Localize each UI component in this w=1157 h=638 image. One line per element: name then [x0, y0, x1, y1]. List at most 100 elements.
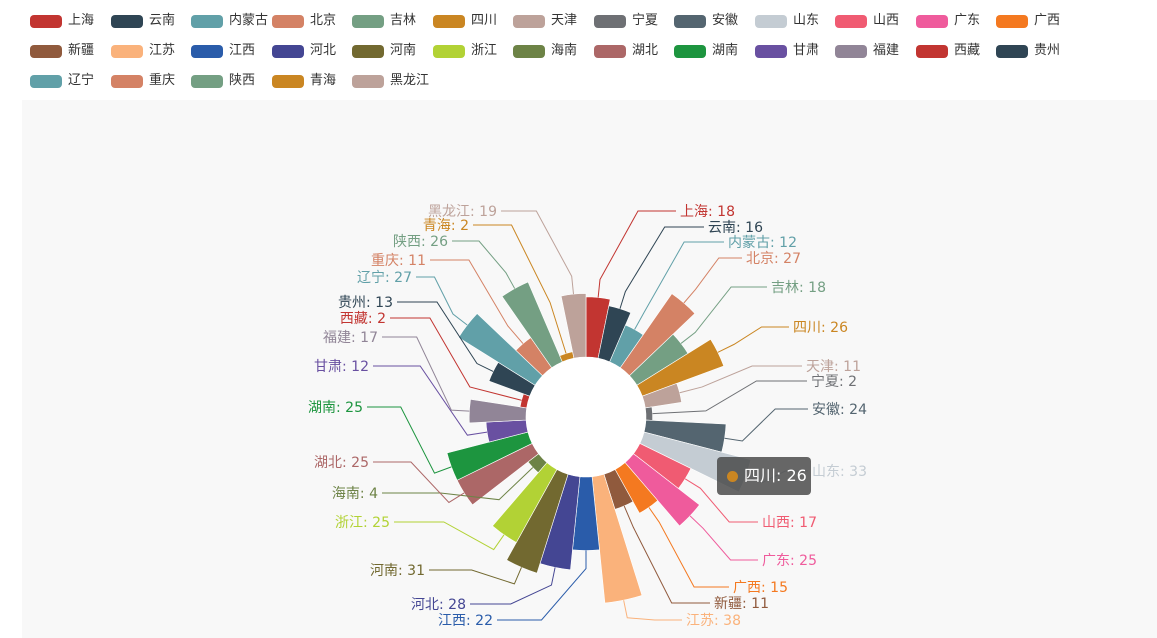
legend-label: 西藏 — [954, 43, 981, 58]
legend-label: 北京 — [310, 13, 337, 28]
slice-label: 辽宁: 27 — [357, 269, 412, 286]
slice-label: 山西: 17 — [762, 515, 817, 531]
slice-label: 福建: 17 — [323, 330, 378, 346]
legend-label: 吉林 — [390, 13, 417, 28]
slice-label: 湖南: 25 — [308, 400, 363, 416]
slice-label: 北京: 27 — [746, 251, 801, 267]
legend-swatch — [594, 45, 626, 58]
tooltip-label: 四川: 26 — [744, 466, 807, 485]
label-leader-line — [497, 550, 587, 621]
legend-swatch — [755, 15, 787, 28]
label-leader-line — [623, 505, 710, 604]
slice-label: 陕西: 26 — [393, 234, 448, 250]
legend-label: 新疆 — [68, 43, 95, 58]
legend-swatch — [996, 15, 1028, 28]
legend-swatch — [433, 15, 465, 28]
legend-label: 贵州 — [1034, 43, 1061, 58]
label-leader-line — [430, 259, 524, 344]
legend-swatch — [513, 45, 545, 58]
legend-swatch — [111, 15, 143, 28]
slice-label: 西藏: 2 — [340, 311, 386, 327]
legend-swatch — [111, 75, 143, 88]
legend-label: 湖南 — [712, 43, 739, 58]
legend-swatch — [191, 15, 223, 28]
label-leader-line — [724, 408, 808, 442]
legend-label: 青海 — [310, 73, 337, 88]
legend-label: 湖北 — [632, 43, 659, 58]
legend-swatch — [674, 45, 706, 58]
legend-swatch — [352, 15, 384, 28]
legend-label: 安徽 — [712, 13, 739, 28]
legend-swatch — [513, 15, 545, 28]
slice-label: 江西: 22 — [438, 613, 493, 629]
slice-label: 广西: 15 — [733, 580, 788, 596]
label-leader-line — [367, 406, 452, 474]
label-leader-line — [452, 240, 516, 289]
slice-label: 贵州: 13 — [338, 295, 393, 311]
slice-label: 宁夏: 2 — [811, 373, 857, 390]
legend: 上海 云南 内蒙古 北京 吉林 四川 天津 宁夏 安徽 山东 山西 广东 广西 新疆 江苏 江西 河北 河南 浙江 海… — [30, 12, 1150, 102]
legend-label: 江西 — [229, 43, 256, 58]
label-leader-line — [394, 521, 505, 551]
label-leader-line — [679, 365, 802, 394]
slice-label: 广东: 25 — [762, 553, 817, 569]
slice-label: 内蒙古: 12 — [728, 235, 797, 251]
slice-label: 浙江: 25 — [335, 515, 390, 531]
label-leader-line — [373, 461, 465, 504]
chart-center-hole — [526, 357, 646, 477]
tooltip: 四川: 26 — [717, 457, 811, 495]
legend-label: 黑龙江 — [390, 73, 430, 88]
legend-label: 海南 — [551, 43, 578, 58]
legend-label: 上海 — [68, 13, 95, 28]
legend-swatch — [835, 15, 867, 28]
rose-slice[interactable] — [644, 406, 653, 421]
slice-label: 江苏: 38 — [686, 613, 741, 629]
legend-label: 陕西 — [229, 73, 256, 88]
legend-label: 甘肃 — [793, 43, 820, 58]
legend-label: 浙江 — [471, 43, 498, 58]
slice-label: 甘肃: 12 — [314, 359, 369, 375]
legend-label: 云南 — [149, 13, 176, 28]
label-leader-line — [373, 365, 488, 436]
legend-swatch — [272, 15, 304, 28]
label-leader-line — [470, 567, 556, 605]
legend-label: 广东 — [954, 13, 981, 28]
legend-label: 宁夏 — [632, 13, 659, 28]
legend-label: 天津 — [551, 13, 578, 28]
legend-swatch — [191, 45, 223, 58]
slice-label: 河南: 31 — [370, 563, 425, 579]
label-leader-line — [684, 478, 758, 523]
legend-label: 江苏 — [149, 43, 176, 58]
legend-swatch — [916, 45, 948, 58]
label-leader-line — [390, 317, 522, 401]
legend-swatch — [272, 45, 304, 58]
label-leader-line — [382, 467, 534, 501]
rose-slice[interactable] — [468, 398, 528, 424]
label-leader-line — [416, 276, 468, 326]
legend-swatch — [352, 75, 384, 88]
slice-label: 湖北: 25 — [314, 455, 369, 471]
legend-swatch — [30, 45, 62, 58]
label-leader-line — [680, 286, 767, 344]
legend-swatch — [30, 75, 62, 88]
legend-label: 河南 — [390, 43, 417, 58]
label-leader-line — [634, 241, 724, 330]
legend-swatch — [755, 45, 787, 58]
label-leader-line — [473, 224, 567, 354]
tooltip-color-dot — [727, 471, 738, 482]
legend-label: 山西 — [873, 13, 900, 28]
label-leader-line — [382, 336, 470, 412]
legend-swatch — [916, 15, 948, 28]
legend-swatch — [30, 15, 62, 28]
slice-label: 新疆: 11 — [714, 596, 769, 612]
label-leader-line — [623, 600, 682, 621]
label-leader-line — [652, 380, 807, 415]
label-leader-line — [397, 301, 494, 372]
slice-label: 安徽: 24 — [812, 402, 867, 418]
legend-label: 河北 — [310, 43, 337, 58]
legend-label: 内蒙古 — [229, 13, 269, 28]
slice-label: 重庆: 11 — [371, 253, 426, 269]
legend-label: 四川 — [471, 13, 498, 28]
slice-label: 四川: 26 — [793, 320, 848, 336]
